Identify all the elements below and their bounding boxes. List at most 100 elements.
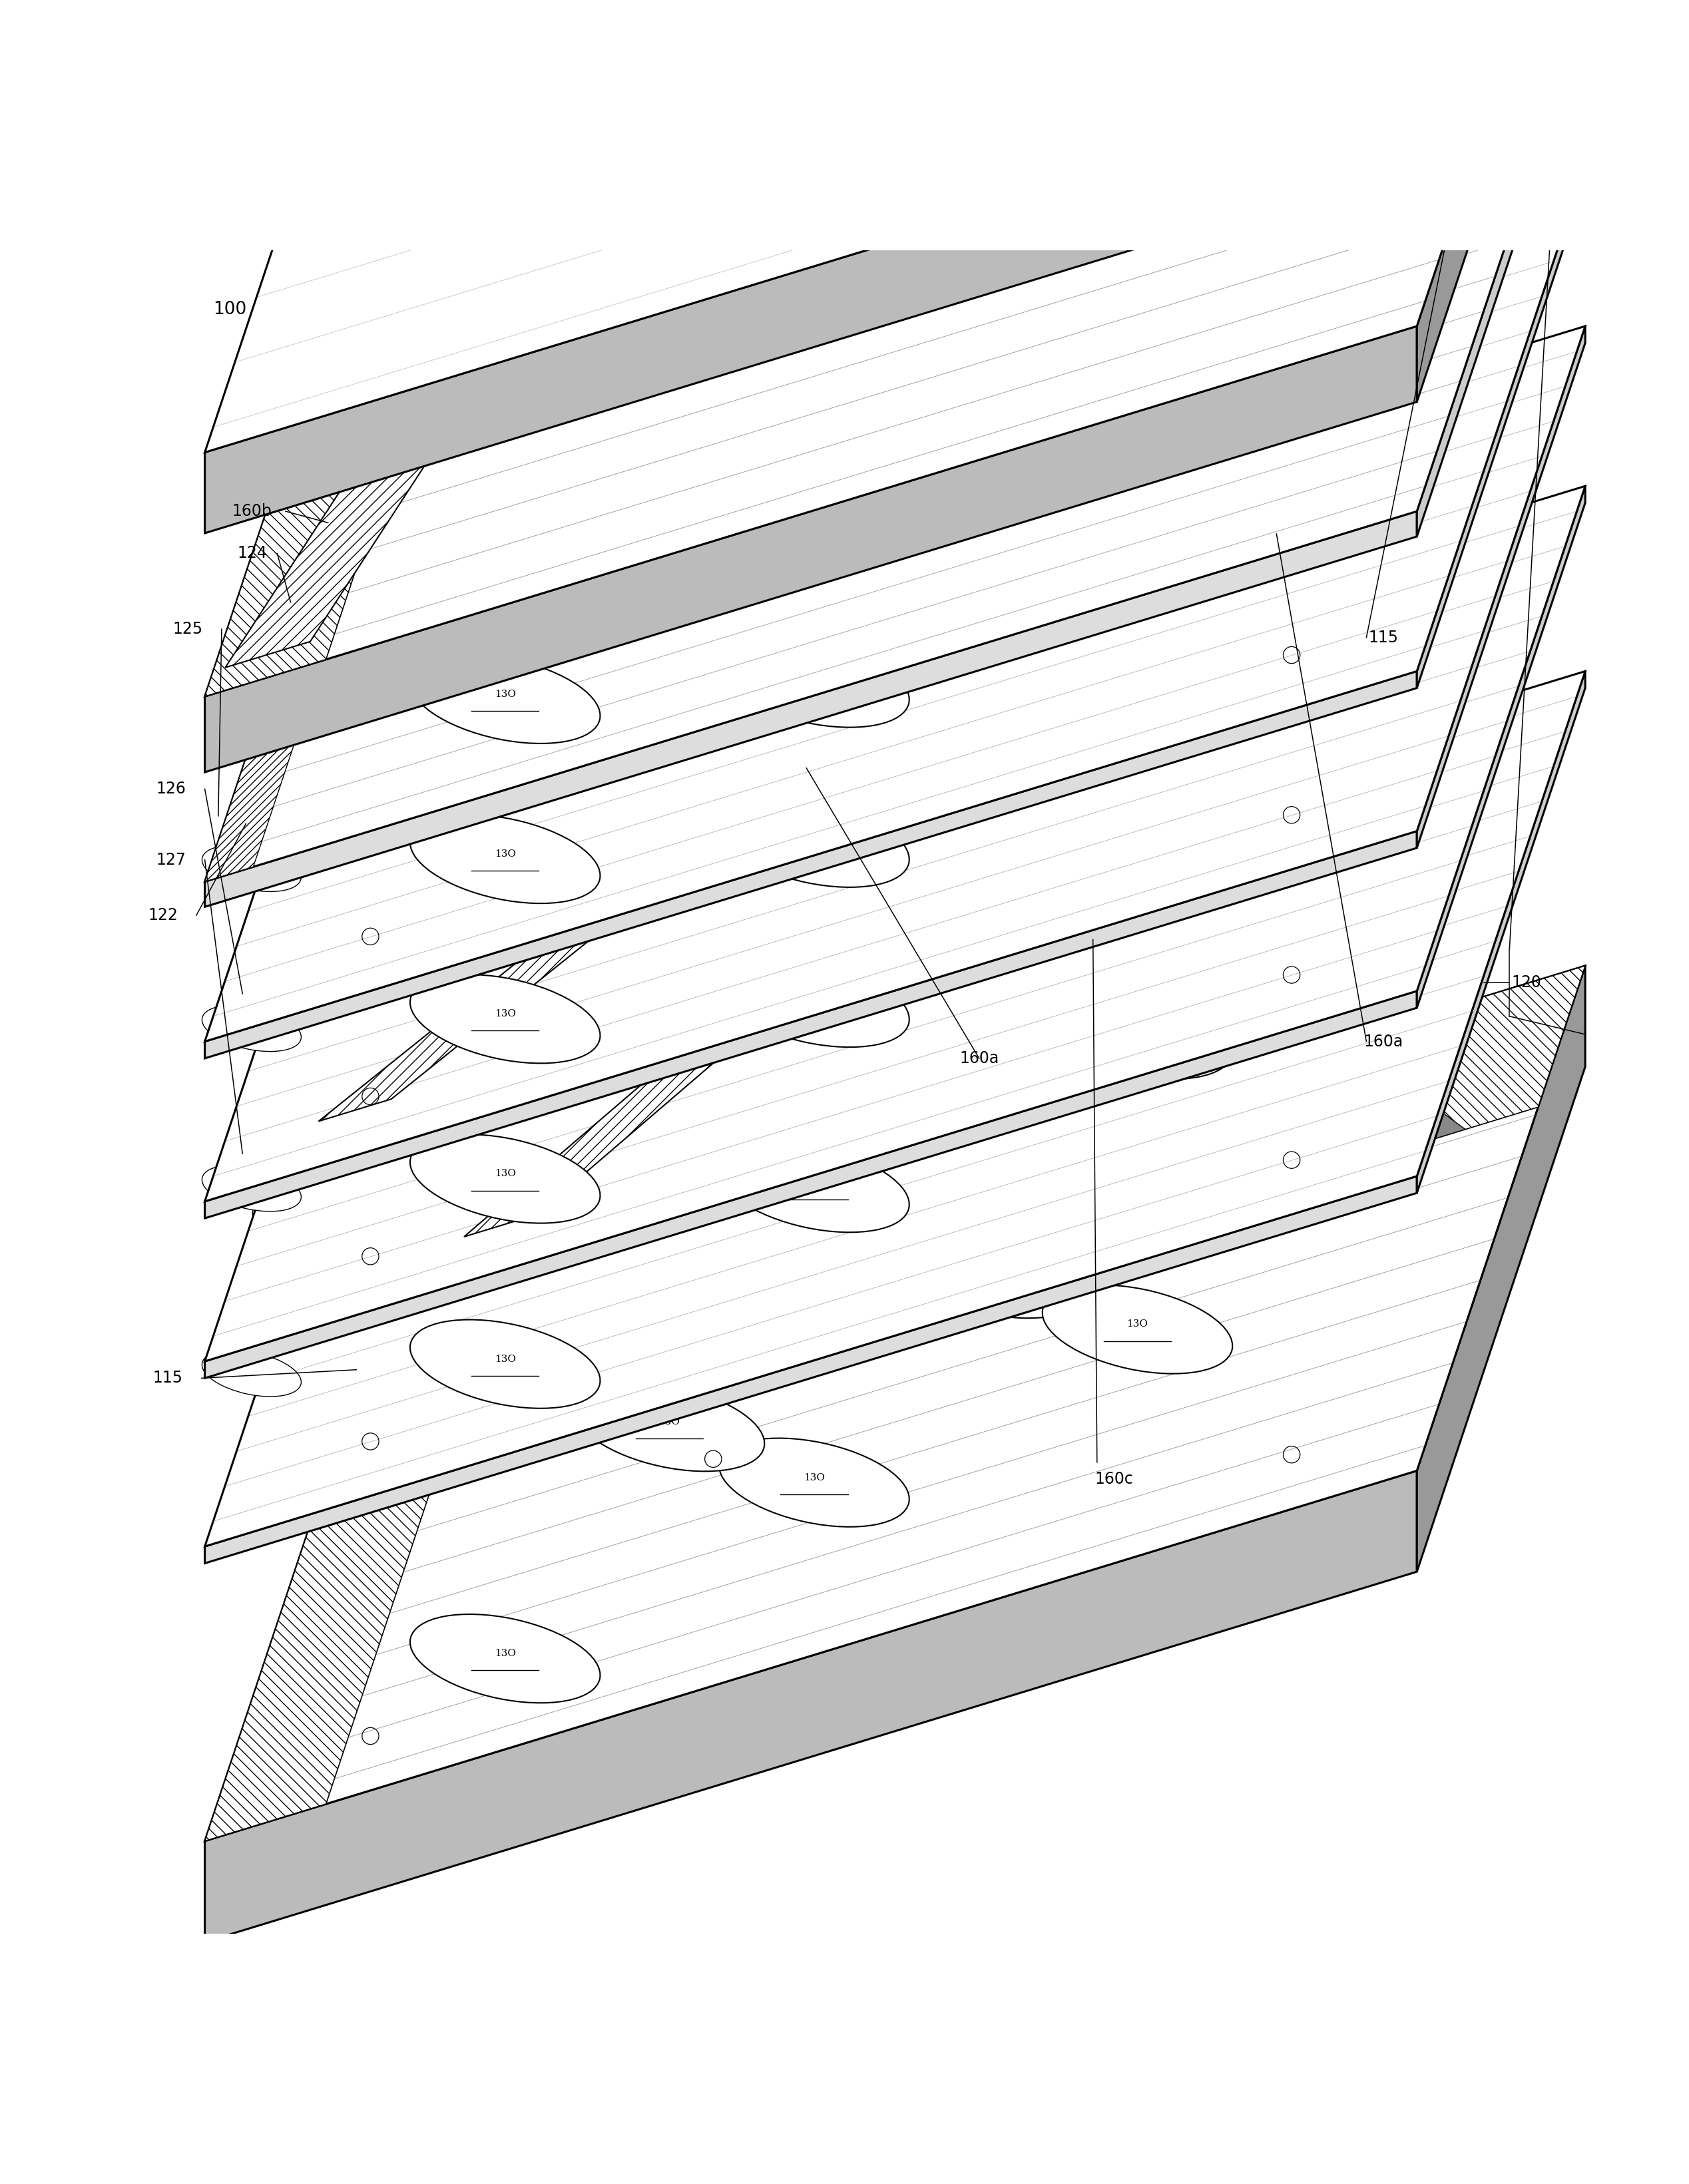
- Text: 127: 127: [155, 852, 186, 867]
- Text: 13O: 13O: [495, 690, 515, 699]
- Polygon shape: [204, 0, 1586, 452]
- Polygon shape: [1380, 965, 1586, 1155]
- Text: 100: 100: [213, 301, 247, 319]
- Text: 13O: 13O: [804, 1472, 824, 1483]
- Text: 13O: 13O: [804, 513, 824, 522]
- Text: 115: 115: [1368, 629, 1398, 646]
- Polygon shape: [1417, 325, 1586, 847]
- Polygon shape: [204, 1470, 1417, 1942]
- Polygon shape: [225, 159, 623, 668]
- Text: 13O: 13O: [659, 778, 681, 786]
- Polygon shape: [464, 666, 1177, 1236]
- Text: 13O: 13O: [659, 618, 681, 627]
- Ellipse shape: [897, 935, 1088, 1024]
- Text: 13O: 13O: [981, 304, 1003, 314]
- Text: 13O: 13O: [981, 970, 1003, 978]
- Ellipse shape: [720, 478, 909, 568]
- Ellipse shape: [897, 590, 1088, 679]
- Text: 124: 124: [236, 546, 267, 561]
- Polygon shape: [204, 487, 1586, 1361]
- Ellipse shape: [203, 1350, 301, 1396]
- Polygon shape: [1417, 965, 1586, 1572]
- Ellipse shape: [574, 424, 765, 511]
- Ellipse shape: [574, 743, 765, 832]
- Polygon shape: [204, 155, 495, 697]
- Text: 13O: 13O: [659, 1123, 681, 1131]
- Polygon shape: [1393, 1109, 1466, 1151]
- Polygon shape: [319, 529, 1105, 1120]
- Ellipse shape: [410, 1319, 600, 1409]
- Ellipse shape: [574, 1382, 765, 1472]
- Text: 126: 126: [155, 782, 186, 797]
- Ellipse shape: [720, 799, 909, 887]
- Polygon shape: [204, 7, 1586, 882]
- Polygon shape: [1417, 0, 1586, 164]
- Ellipse shape: [897, 1230, 1088, 1319]
- Ellipse shape: [897, 430, 1088, 518]
- Text: 13O: 13O: [981, 465, 1003, 474]
- Text: 115: 115: [152, 1369, 182, 1387]
- Polygon shape: [1417, 166, 1586, 688]
- Polygon shape: [204, 363, 422, 882]
- Polygon shape: [1047, 891, 1164, 981]
- Ellipse shape: [410, 1614, 600, 1704]
- Ellipse shape: [252, 695, 351, 740]
- Polygon shape: [1417, 0, 1586, 402]
- Ellipse shape: [720, 1437, 909, 1527]
- Text: 13O: 13O: [981, 1265, 1003, 1273]
- Text: 13O: 13O: [495, 1354, 515, 1363]
- Polygon shape: [204, 670, 1417, 1059]
- Ellipse shape: [720, 638, 909, 727]
- Polygon shape: [204, 1177, 1417, 1564]
- Polygon shape: [204, 166, 1586, 1042]
- Text: 13O: 13O: [659, 937, 681, 948]
- Polygon shape: [204, 325, 1417, 773]
- Polygon shape: [204, 1299, 495, 1841]
- Ellipse shape: [1042, 989, 1233, 1079]
- Ellipse shape: [1042, 806, 1233, 893]
- Ellipse shape: [203, 1166, 301, 1212]
- Text: 13O: 13O: [1127, 1319, 1149, 1328]
- Text: 160a: 160a: [959, 1051, 998, 1066]
- Polygon shape: [1289, 507, 1387, 561]
- Polygon shape: [1417, 487, 1586, 1007]
- Polygon shape: [1417, 7, 1586, 537]
- Polygon shape: [204, 670, 1586, 1546]
- Ellipse shape: [252, 854, 351, 900]
- Text: 13O: 13O: [804, 832, 824, 843]
- Text: 13O: 13O: [1127, 1024, 1149, 1035]
- Polygon shape: [204, 325, 1586, 1201]
- Ellipse shape: [574, 902, 765, 992]
- Ellipse shape: [1042, 1284, 1233, 1374]
- Ellipse shape: [720, 1144, 909, 1232]
- Text: 13O: 13O: [495, 1649, 515, 1658]
- Ellipse shape: [203, 1005, 301, 1051]
- Polygon shape: [204, 832, 1417, 1219]
- Text: 13O: 13O: [1127, 679, 1149, 690]
- Polygon shape: [1417, 670, 1586, 1192]
- Ellipse shape: [720, 959, 909, 1046]
- Polygon shape: [204, 992, 1417, 1378]
- Text: 13O: 13O: [495, 1168, 515, 1179]
- Text: 160c: 160c: [1094, 1472, 1133, 1487]
- Ellipse shape: [410, 974, 600, 1064]
- Text: 160a: 160a: [1363, 1033, 1404, 1051]
- Ellipse shape: [410, 1133, 600, 1223]
- Text: 122: 122: [147, 906, 177, 924]
- Polygon shape: [1380, 0, 1586, 11]
- Ellipse shape: [897, 749, 1088, 839]
- Polygon shape: [1289, 347, 1387, 402]
- Ellipse shape: [252, 1199, 351, 1245]
- Text: 13O: 13O: [659, 459, 681, 467]
- Ellipse shape: [410, 815, 600, 904]
- Polygon shape: [204, 83, 1417, 533]
- Text: 120: 120: [1512, 974, 1542, 992]
- Text: 160b: 160b: [231, 502, 272, 520]
- Ellipse shape: [203, 845, 301, 891]
- Text: 13O: 13O: [659, 1417, 681, 1426]
- Text: 13O: 13O: [495, 850, 515, 858]
- Polygon shape: [204, 0, 1586, 697]
- Text: 13O: 13O: [981, 784, 1003, 793]
- Ellipse shape: [897, 271, 1088, 358]
- Text: 13O: 13O: [804, 673, 824, 684]
